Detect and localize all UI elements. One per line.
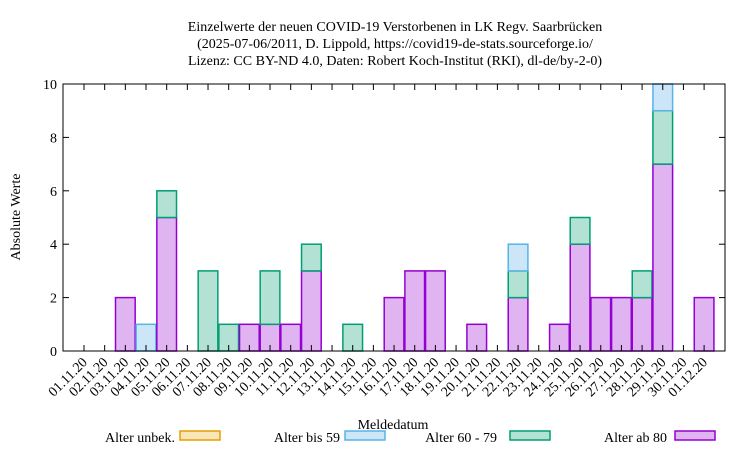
bar-alter-ab-80-12.11.20 <box>300 270 322 352</box>
legend-swatch <box>509 430 551 441</box>
bar-alter-bis-59-22.11.20 <box>507 243 529 272</box>
bar-alter-60-79-05.11.20 <box>156 190 178 219</box>
chart-title-line-1: Einzelwerte der neuen COVID-19 Verstorbe… <box>188 20 602 35</box>
bar-alter-60-79-29.11.20 <box>652 109 674 165</box>
bar-alter-ab-80-26.11.20 <box>590 296 612 352</box>
bar-alter-60-79-10.11.20 <box>259 270 281 326</box>
bar-alter-ab-80-22.11.20 <box>507 296 529 352</box>
axes: 024681001.11.2002.11.2003.11.2004.11.200… <box>43 78 726 400</box>
bar-alter-60-79-25.11.20 <box>569 216 591 245</box>
x-axis-label: Meldedatum <box>358 418 429 433</box>
bar-alter-60-79-22.11.20 <box>507 270 529 299</box>
y-tick-label: 0 <box>50 345 57 360</box>
legend-swatch <box>179 430 221 441</box>
bar-alter-60-79-07.11.20 <box>197 270 219 352</box>
bar-alter-60-79-28.11.20 <box>631 270 653 299</box>
legend-label: Alter unbek. <box>105 431 175 446</box>
legend-swatch <box>674 430 716 441</box>
bar-alter-ab-80-25.11.20 <box>569 243 591 352</box>
bars <box>114 83 715 352</box>
y-tick-label: 2 <box>50 292 57 307</box>
y-axis-label: Absolute Werte <box>9 174 24 261</box>
bar-alter-ab-80-27.11.20 <box>610 296 633 352</box>
y-tick-label: 6 <box>50 185 57 200</box>
bar-alter-ab-80-29.11.20 <box>652 163 674 352</box>
chart-title-line-2: (2025-07-06/2011, D. Lippold, https://co… <box>197 37 593 52</box>
bar-alter-ab-80-17.11.20 <box>404 270 426 352</box>
legend-label: Alter bis 59 <box>274 431 340 446</box>
legend: Alter unbek. Alter bis 59 Alter 60 - 79 Alt… <box>105 430 716 446</box>
legend-swatch <box>344 430 386 441</box>
legend-label: Alter 60 - 79 <box>425 431 497 446</box>
bar-alter-ab-80-16.11.20 <box>383 296 405 352</box>
bar-alter-60-79-12.11.20 <box>300 243 322 272</box>
bar-alter-ab-80-18.11.20 <box>424 270 446 352</box>
bar-alter-ab-80-05.11.20 <box>156 216 178 352</box>
chart-title-line-3: Lizenz: CC BY-ND 4.0, Daten: Robert Koch… <box>188 54 602 69</box>
bar-alter-ab-80-01.12.20 <box>693 296 715 352</box>
bar-alter-ab-80-28.11.20 <box>631 296 653 352</box>
y-tick-label: 8 <box>50 131 57 146</box>
legend-label: Alter ab 80 <box>604 431 667 446</box>
y-tick-label: 4 <box>50 238 57 253</box>
y-tick-label: 10 <box>43 78 57 93</box>
bar-alter-ab-80-03.11.20 <box>114 296 136 352</box>
